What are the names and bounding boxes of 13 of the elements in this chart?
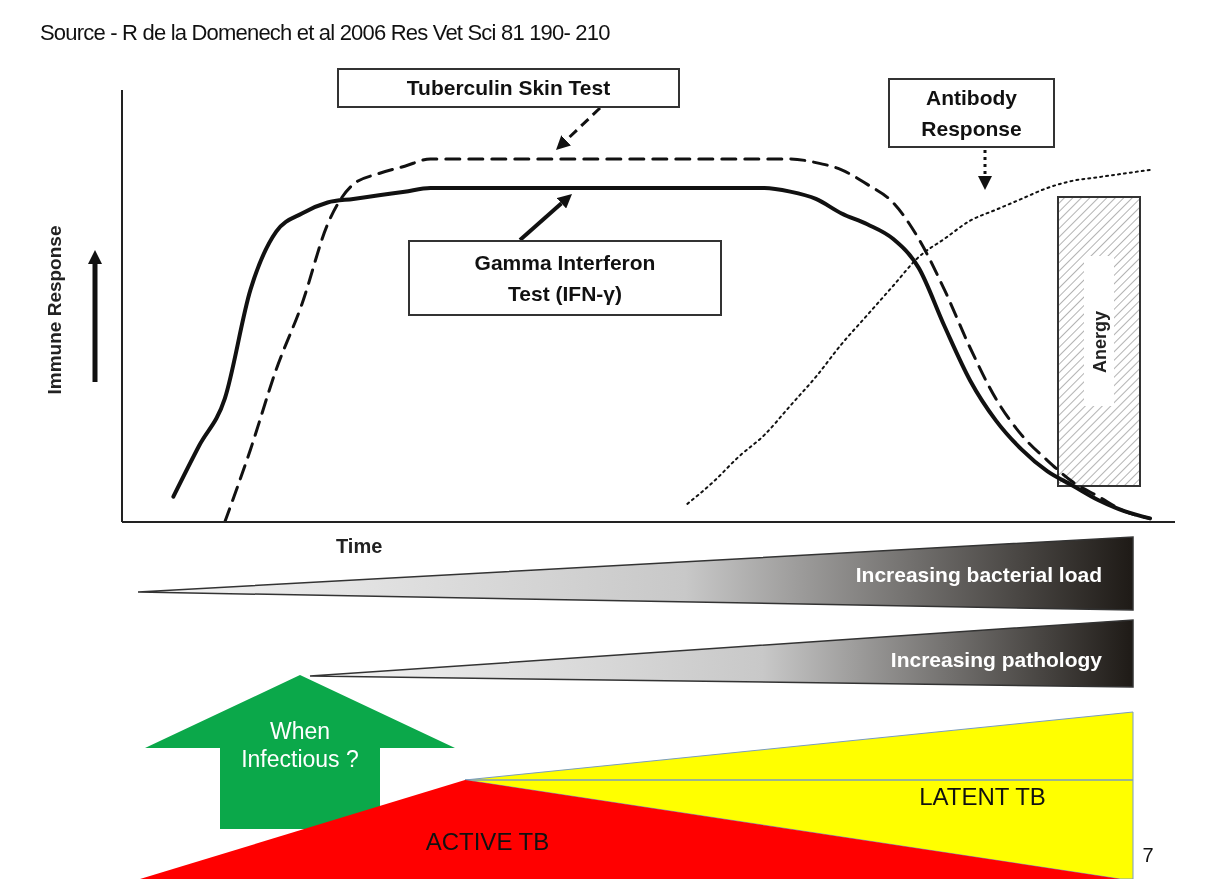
text: Tuberculin Skin Test (406, 75, 611, 102)
source-note: Source - R de la Domenech et al 2006 Res Vet Sci 81 190- 210 (40, 20, 611, 47)
text: Increasing bacterial load (854, 562, 1102, 588)
y-axis-title: Immune Response (44, 225, 66, 395)
text: When Infectious ? (240, 718, 360, 774)
text: ACTIVE TB (424, 828, 551, 857)
legend-label: Gamma Interferon Test (IFN-γ) (473, 249, 657, 307)
text: 7 (1141, 843, 1155, 867)
text: Increasing pathology (889, 647, 1102, 673)
x-axis-title: Time (336, 535, 383, 558)
annotation: Anergy (1089, 310, 1111, 374)
text: Antibody Response (921, 84, 1022, 142)
text: LATENT TB (918, 783, 1047, 812)
